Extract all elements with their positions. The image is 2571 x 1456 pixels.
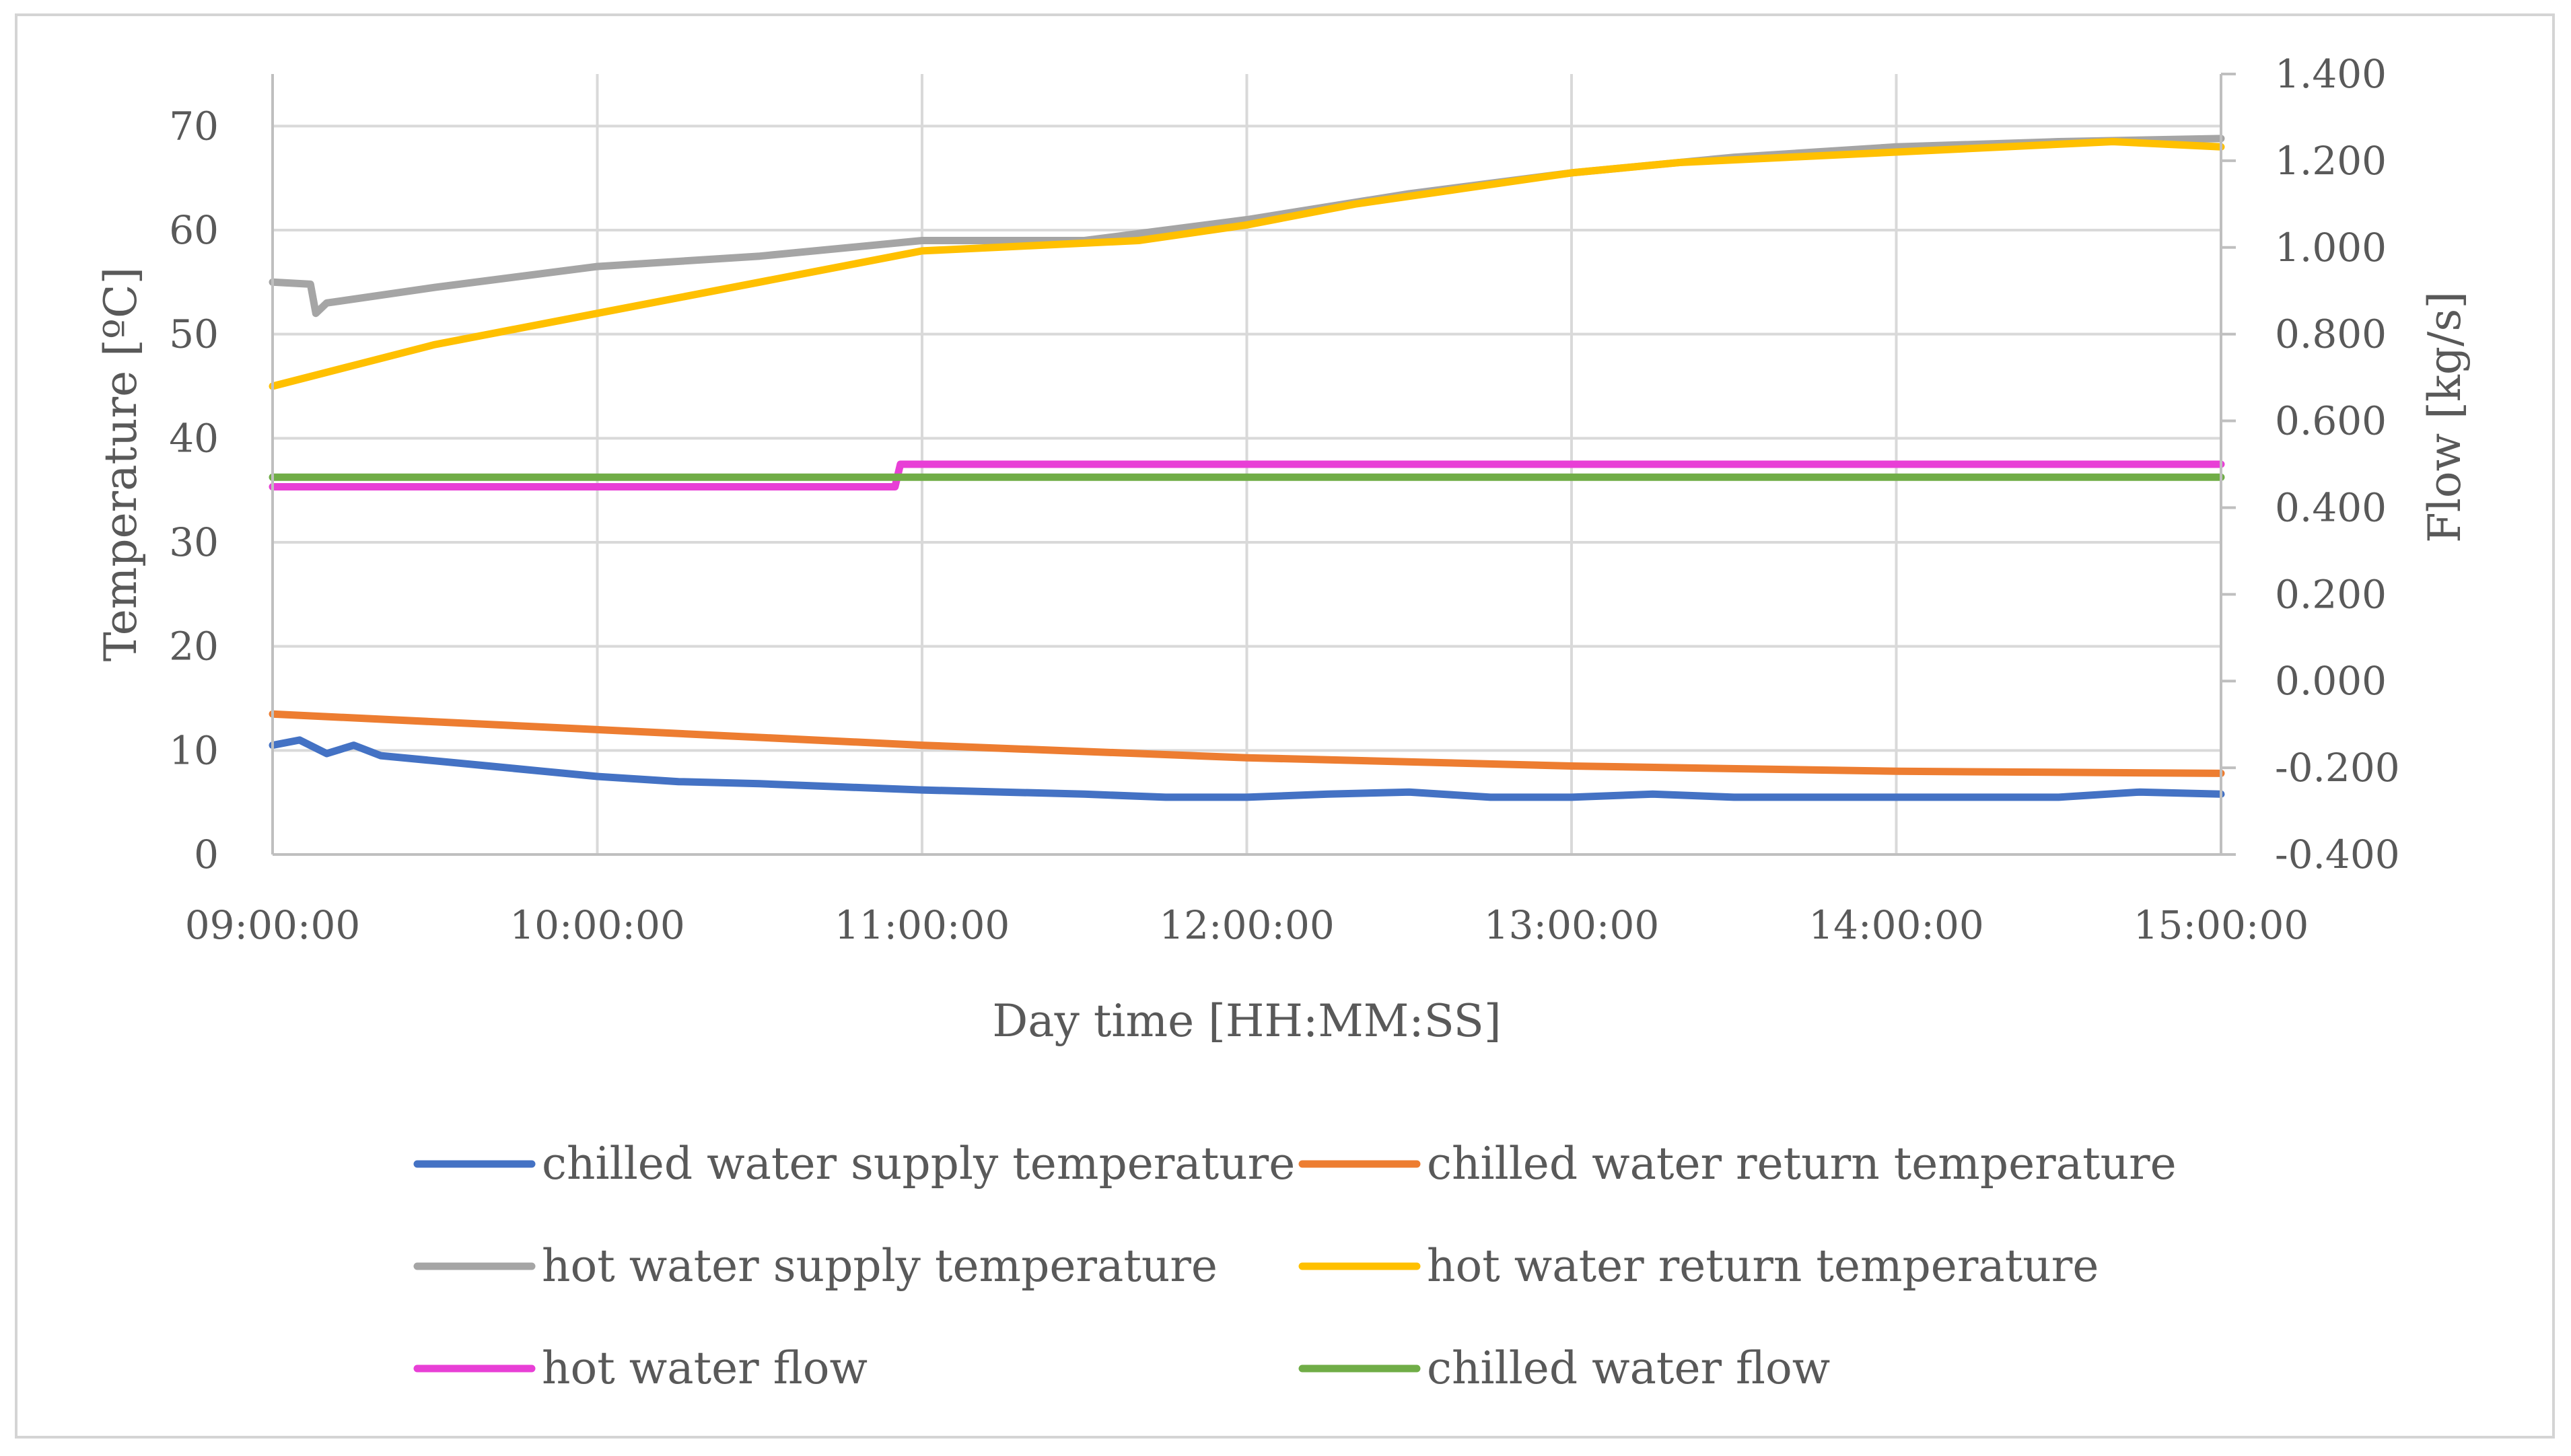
y-left-tick-label: 70 — [169, 103, 219, 149]
x-tick-label: 11:00:00 — [835, 902, 1010, 948]
axis-layer — [271, 73, 2236, 856]
series-line-3 — [269, 138, 2225, 390]
y-right-tick-label: 0.400 — [2275, 484, 2387, 530]
y-left-tick-label: 20 — [169, 624, 219, 669]
y-left-tick-label: 10 — [169, 727, 219, 773]
legend-label-1: chilled water return temperature — [1427, 1138, 2177, 1190]
legend-label-2: hot water supply temperature — [542, 1240, 1218, 1292]
x-tick-label: 14:00:00 — [1808, 902, 1984, 948]
legend-label-3: hot water return temperature — [1427, 1240, 2099, 1292]
chart-frame — [15, 13, 2555, 1439]
y-right-tick-label: 0.200 — [2275, 571, 2387, 617]
y-left-tick-label: 50 — [169, 312, 219, 357]
y-right-tick-label: 0.800 — [2275, 312, 2387, 357]
x-tick-label: 10:00:00 — [509, 902, 685, 948]
y-right-axis-title: Flow [kg/s] — [2419, 291, 2471, 543]
label-layer: 0 10 20 30 40 50 60 70 09:00:00 10:00:00 11:00:00 1… — [95, 51, 2471, 1047]
series-layer — [269, 135, 2225, 801]
series-line-1 — [269, 710, 2225, 777]
y-right-tick-label: -0.400 — [2275, 832, 2400, 877]
legend-label-0: chilled water supply temperature — [542, 1138, 1295, 1190]
y-right-tick-label: -0.200 — [2275, 745, 2400, 791]
y-right-tick-label: 1.200 — [2275, 138, 2387, 184]
y-left-tick-label: 40 — [169, 415, 219, 461]
legend-layer: chilled water supply temperature chilled … — [413, 1138, 2177, 1394]
y-right-tick-label: 0.000 — [2275, 658, 2387, 704]
series-line-0 — [269, 736, 2225, 801]
legend-label-5: chilled water flow — [1427, 1342, 1830, 1394]
x-axis-title: Day time [HH:MM:SS] — [992, 995, 1501, 1047]
series-line-2 — [269, 135, 2225, 318]
y-left-tick-label: 0 — [194, 832, 219, 877]
x-tick-label: 15:00:00 — [2134, 902, 2309, 948]
y-right-tick-label: 1.400 — [2275, 51, 2387, 97]
legend-label-4: hot water flow — [542, 1342, 868, 1394]
y-left-tick-label: 60 — [169, 207, 219, 253]
x-tick-label: 13:00:00 — [1484, 902, 1660, 948]
y-left-axis-title: Temperature [ºC] — [95, 267, 147, 661]
series-line-4 — [269, 460, 2225, 490]
y-left-tick-label: 30 — [169, 519, 219, 565]
x-tick-label: 12:00:00 — [1159, 902, 1335, 948]
x-tick-label: 09:00:00 — [185, 902, 361, 948]
y-right-tick-label: 1.000 — [2275, 225, 2387, 270]
y-right-tick-label: 0.600 — [2275, 398, 2387, 444]
